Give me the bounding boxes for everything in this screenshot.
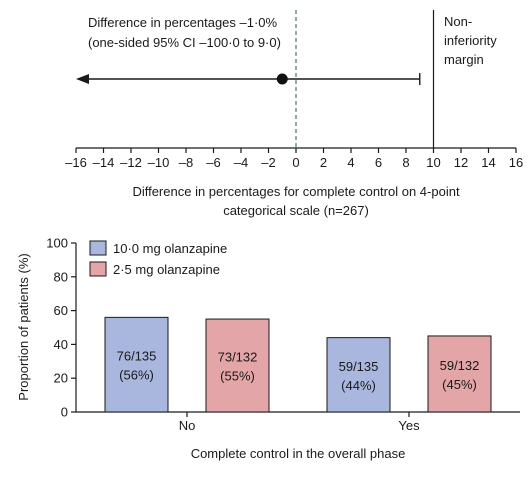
bar-2-5mg-no	[205, 318, 270, 413]
forest-x-tick-label: –16	[65, 155, 87, 170]
bar-category-label: Yes	[398, 418, 420, 433]
forest-x-tick-label: 8	[402, 155, 409, 170]
legend-swatch-2-5mg	[89, 261, 107, 277]
forest-x-tick-label: 4	[347, 155, 354, 170]
forest-x-tick-label: –12	[120, 155, 142, 170]
forest-x-tick-label: –14	[93, 155, 115, 170]
bar-category-label: No	[179, 418, 196, 433]
bar-y-tick-label: 80	[54, 269, 68, 284]
margin-label-line3: margin	[444, 52, 484, 67]
bar-y-axis-label: Proportion of patients (%)	[16, 253, 31, 400]
bar-data-label: (44%)	[341, 378, 376, 393]
forest-x-tick-label: –8	[179, 155, 193, 170]
bar-chart: Proportion of patients (%) 020406080100 …	[16, 236, 520, 461]
forest-annotation-line2: (one-sided 95% CI –100·0 to 9·0)	[88, 35, 281, 50]
bar-data-label: (56%)	[119, 368, 154, 383]
forest-x-ticks: –16 –14 –12 –10 –8 –6 –4 –2 0 2 4 6 8 10 12 14 16	[65, 148, 523, 170]
bar-marks: No 76/135 (56%) 73/132 (55%) Yes 59/135 (44%) 59…	[104, 316, 492, 433]
ci-left-arrow-head	[76, 74, 89, 84]
bar-data-label: (55%)	[220, 369, 255, 384]
forest-x-tick-label: –2	[261, 155, 275, 170]
forest-x-tick-label: 6	[375, 155, 382, 170]
bar-data-label: 59/132	[440, 358, 480, 373]
bar-y-tick-label: 40	[54, 337, 68, 352]
bar-y-tick-label: 60	[54, 303, 68, 318]
bar-2-5mg-yes	[427, 335, 492, 413]
bar-x-axis-label: Complete control in the overall phase	[191, 446, 406, 461]
margin-label-line2: inferiority	[444, 33, 497, 48]
bar-y-tick-label: 20	[54, 371, 68, 386]
forest-x-tick-label: 12	[454, 155, 468, 170]
bar-data-label: 76/135	[117, 349, 157, 364]
legend-swatch-10mg	[89, 240, 107, 256]
forest-x-tick-label: 16	[509, 155, 523, 170]
bar-y-tick-label: 0	[61, 405, 68, 420]
bar-data-label: (45%)	[442, 377, 477, 392]
forest-x-tick-label: –4	[234, 155, 248, 170]
forest-x-label-line2: categorical scale (n=267)	[223, 203, 369, 218]
bar-data-label: 59/135	[339, 359, 379, 374]
forest-x-tick-label: 2	[320, 155, 327, 170]
bar-10mg-yes	[326, 337, 391, 413]
legend: 10·0 mg olanzapine 2·5 mg olanzapine	[89, 240, 227, 277]
bar-data-label: 73/132	[218, 350, 258, 365]
bar-y-tick-label: 100	[46, 236, 68, 251]
bar-10mg-no	[104, 316, 169, 413]
point-estimate-marker	[276, 73, 288, 85]
legend-label-2-5mg: 2·5 mg olanzapine	[113, 262, 220, 277]
forest-annotation-line1: Difference in percentages –1·0%	[88, 15, 278, 30]
bar-y-ticks: 0 20 40 60 80 100	[46, 236, 76, 420]
forest-x-tick-label: 0	[292, 155, 299, 170]
forest-x-label-line1: Difference in percentages for complete c…	[132, 184, 460, 199]
forest-x-tick-label: –10	[148, 155, 170, 170]
forest-plot: Difference in percentages –1·0% (one-sid…	[65, 10, 523, 218]
forest-x-tick-label: 10	[426, 155, 440, 170]
margin-label-line1: Non-	[444, 14, 472, 29]
forest-x-tick-label: 14	[481, 155, 495, 170]
forest-x-tick-label: –6	[206, 155, 220, 170]
legend-label-10mg: 10·0 mg olanzapine	[113, 241, 227, 256]
